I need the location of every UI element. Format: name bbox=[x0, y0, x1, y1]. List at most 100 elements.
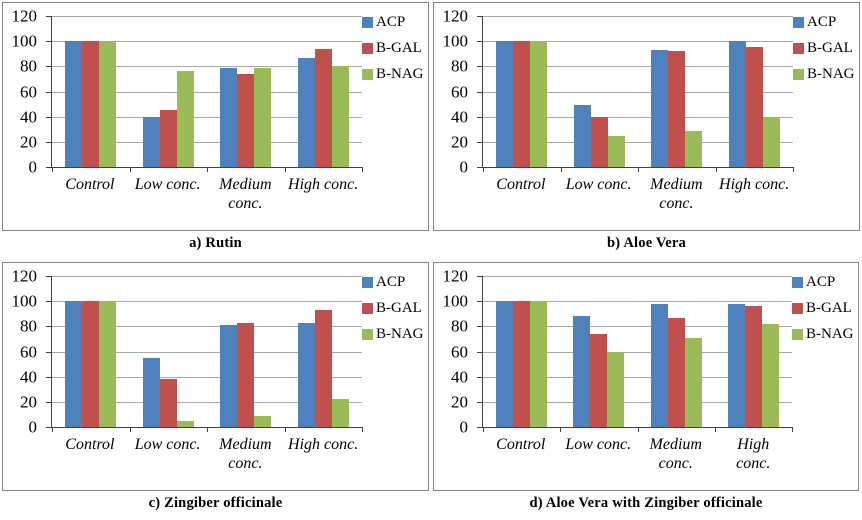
x-axis-tick-mark bbox=[129, 167, 131, 172]
x-category-label: High conc. bbox=[736, 436, 771, 473]
legend: ACP B-GAL B-NAG bbox=[362, 13, 426, 84]
legend: ACP B-GAL B-NAG bbox=[793, 13, 857, 84]
bar-group bbox=[716, 16, 794, 167]
x-axis-tick-mark bbox=[714, 427, 716, 432]
x-category-label: Medium conc. bbox=[649, 436, 702, 473]
y-axis-tick-label: 0 bbox=[459, 157, 469, 177]
legend-swatch-b-gal bbox=[362, 43, 373, 54]
chart-caption-d: d) Aloe Vera with Zingiber officinale bbox=[529, 495, 763, 511]
y-axis-tick-mark bbox=[477, 401, 483, 403]
x-category-label: High conc. bbox=[719, 176, 790, 193]
bar-b-nag bbox=[530, 301, 548, 427]
x-axis-labels: Control Low conc. Medium conc. High conc. bbox=[51, 435, 362, 473]
legend-item-b-nag: B-NAG bbox=[362, 65, 426, 84]
y-axis-tick-mark bbox=[46, 16, 52, 17]
y-axis-tick-label: 0 bbox=[459, 417, 469, 437]
y-axis-tick-mark bbox=[477, 351, 483, 353]
bar-group bbox=[130, 16, 208, 167]
legend-item-b-gal: B-GAL bbox=[793, 39, 857, 58]
x-category-label: High conc. bbox=[288, 436, 359, 453]
gridline bbox=[52, 301, 362, 303]
bar-group bbox=[207, 276, 285, 427]
chart-panel-c: 120 100 80 60 40 20 0 Control Low conc. Medium co… bbox=[2, 262, 429, 512]
x-category-label: High conc. bbox=[288, 176, 359, 193]
y-axis-labels: 120 100 80 60 40 20 0 bbox=[3, 268, 44, 436]
legend-label: B-GAL bbox=[376, 40, 422, 56]
bar-b-nag bbox=[176, 71, 194, 167]
bar-b-gal bbox=[513, 41, 531, 167]
legend-swatch-b-nag bbox=[362, 69, 373, 80]
x-axis-tick-mark bbox=[52, 167, 53, 172]
y-axis-tick-mark bbox=[46, 91, 52, 93]
y-axis-tick-mark bbox=[46, 301, 52, 303]
bar-acp bbox=[496, 41, 514, 167]
x-category-label: Low conc. bbox=[134, 176, 201, 193]
legend-item-b-gal: B-GAL bbox=[362, 299, 426, 318]
bar-b-nag bbox=[607, 135, 625, 167]
x-category-label: Control bbox=[496, 436, 546, 453]
legend-item-b-nag: B-NAG bbox=[792, 325, 856, 344]
y-axis-tick-mark bbox=[477, 376, 483, 378]
y-axis-tick-label: 100 bbox=[442, 291, 469, 311]
y-axis-tick-mark bbox=[477, 41, 483, 43]
y-axis-labels: 120 100 80 60 40 20 0 bbox=[434, 8, 475, 176]
bar-group bbox=[285, 276, 363, 427]
bar-b-nag bbox=[254, 415, 272, 427]
x-axis-tick-mark bbox=[715, 167, 717, 172]
y-axis-tick-mark bbox=[477, 427, 483, 428]
legend-label: ACP bbox=[807, 14, 837, 30]
y-axis-tick-label: 120 bbox=[442, 6, 469, 26]
y-axis-tick-mark bbox=[477, 276, 483, 277]
bar-b-gal bbox=[590, 116, 608, 167]
bar-acp bbox=[297, 57, 315, 167]
x-axis-tick-mark bbox=[483, 167, 484, 172]
y-axis-tick-label: 60 bbox=[451, 82, 468, 101]
bar-b-gal bbox=[314, 309, 332, 427]
bar-b-nag bbox=[530, 41, 548, 167]
gridline bbox=[52, 66, 362, 68]
legend-label: B-NAG bbox=[376, 66, 424, 82]
legend-label: ACP bbox=[376, 274, 406, 290]
x-axis-tick-mark bbox=[207, 167, 208, 172]
y-axis-tick-mark bbox=[46, 351, 52, 353]
x-category-label: Medium conc. bbox=[219, 436, 272, 473]
bar-acp bbox=[728, 41, 746, 167]
legend-swatch-acp bbox=[362, 277, 373, 288]
y-axis-tick-label: 40 bbox=[20, 107, 37, 127]
plot-area bbox=[46, 16, 363, 172]
y-axis-tick-mark bbox=[46, 276, 52, 277]
bar-b-gal bbox=[237, 73, 255, 167]
gridline bbox=[483, 326, 792, 328]
bar-b-nag bbox=[254, 67, 272, 167]
y-axis-tick-mark bbox=[46, 141, 52, 143]
bar-acp bbox=[727, 303, 745, 427]
chart-caption-a: a) Rutin bbox=[189, 235, 242, 251]
y-axis-tick-mark bbox=[477, 91, 483, 93]
legend-swatch-acp bbox=[792, 277, 803, 288]
bar-acp bbox=[573, 316, 591, 427]
chart-panel-a: 120 100 80 60 40 20 0 Control Low conc. Medium co… bbox=[2, 2, 429, 252]
bar-b-gal bbox=[745, 47, 763, 167]
x-axis-tick-mark bbox=[52, 427, 53, 432]
x-category-label: Low conc. bbox=[134, 436, 201, 453]
y-axis-tick-label: 80 bbox=[451, 56, 468, 76]
x-axis-tick-mark bbox=[284, 167, 286, 172]
bar-b-gal bbox=[667, 317, 685, 427]
x-axis-tick-mark bbox=[793, 167, 794, 172]
legend-swatch-b-gal bbox=[362, 303, 373, 314]
bar-acp bbox=[142, 357, 160, 427]
legend-label: B-GAL bbox=[376, 300, 422, 316]
bar-group bbox=[52, 16, 130, 167]
y-axis-labels: 120 100 80 60 40 20 0 bbox=[434, 268, 475, 436]
legend-label: B-GAL bbox=[806, 300, 852, 316]
x-axis-labels: Control Low conc. Medium conc. High conc. bbox=[482, 435, 792, 473]
bar-group bbox=[561, 16, 639, 167]
gridline bbox=[52, 401, 362, 403]
gridline bbox=[483, 401, 792, 403]
bar-b-nag bbox=[607, 351, 625, 427]
bar-b-nag bbox=[99, 41, 117, 167]
bar-acp bbox=[496, 301, 514, 427]
legend-item-acp: ACP bbox=[362, 13, 426, 32]
x-axis-tick-mark bbox=[129, 427, 131, 432]
bar-b-gal bbox=[513, 301, 531, 427]
